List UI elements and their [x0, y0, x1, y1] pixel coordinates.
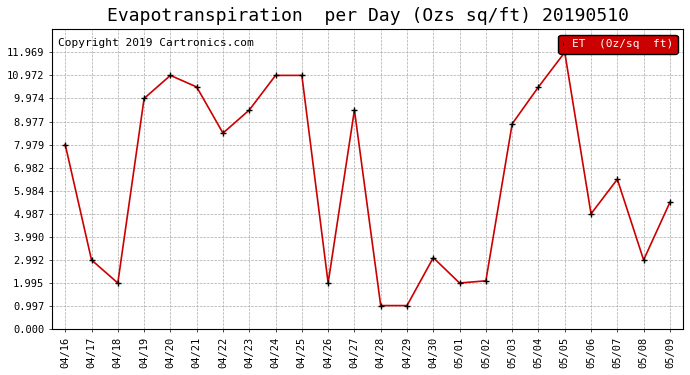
Title: Evapotranspiration  per Day (Ozs sq/ft) 20190510: Evapotranspiration per Day (Ozs sq/ft) 2… — [106, 7, 629, 25]
Legend: ET  (0z/sq  ft): ET (0z/sq ft) — [558, 35, 678, 54]
Text: Copyright 2019 Cartronics.com: Copyright 2019 Cartronics.com — [59, 38, 254, 48]
